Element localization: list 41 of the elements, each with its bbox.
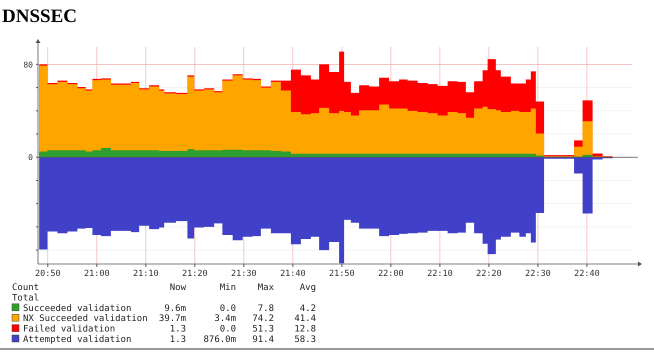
text: 12.8: [294, 324, 316, 335]
legend-label: NX Succeeded validation: [23, 314, 148, 324]
text: 3.4m: [214, 314, 236, 324]
text: 39.7m: [158, 314, 186, 324]
legend-title: Count: [12, 283, 40, 293]
text: 41.4: [294, 314, 316, 324]
x-tick-label: 21:10: [133, 269, 159, 279]
legend-label: Succeeded validation: [23, 304, 132, 314]
x-tick-label: 22:30: [525, 269, 551, 279]
x-tick-label: 20:50: [34, 269, 61, 279]
text: Avg: [300, 283, 316, 293]
text: Total: [12, 293, 40, 304]
text: 1.3: [170, 324, 186, 335]
x-tick-label: 21:20: [182, 269, 208, 279]
text: 4.2: [300, 304, 316, 314]
x-tick-label: 21:00: [84, 269, 110, 279]
legend-label: Attempted validation: [23, 335, 132, 345]
x-tick-label: 21:40: [280, 269, 306, 279]
chart-title: DNSSEC: [2, 6, 77, 27]
text: 91.4: [252, 335, 274, 345]
text: 7.8: [258, 304, 274, 314]
text: 51.3: [252, 324, 274, 335]
text: 876.0m: [203, 335, 236, 345]
x-tick-label: 22:00: [378, 269, 404, 279]
x-tick-label: 21:30: [231, 269, 257, 279]
x-tick-label: 22:40: [574, 269, 600, 279]
x-tick-label: 22:20: [476, 269, 502, 279]
legend-label: Failed validation: [23, 324, 116, 335]
x-tick-label: 21:50: [329, 269, 355, 279]
y-tick-label: 80: [23, 60, 34, 70]
text: Min: [220, 283, 236, 293]
text: Max: [258, 283, 275, 293]
text: Now: [170, 283, 187, 293]
text: 74.2: [252, 314, 274, 324]
text: 58.3: [294, 335, 316, 345]
text: 0.0: [220, 304, 236, 314]
x-tick-label: 22:10: [427, 269, 453, 279]
text: 9.6m: [164, 304, 186, 314]
text: 1.3: [170, 335, 186, 345]
y-tick-label: 0: [28, 153, 34, 162]
text: 0.0: [220, 324, 236, 335]
